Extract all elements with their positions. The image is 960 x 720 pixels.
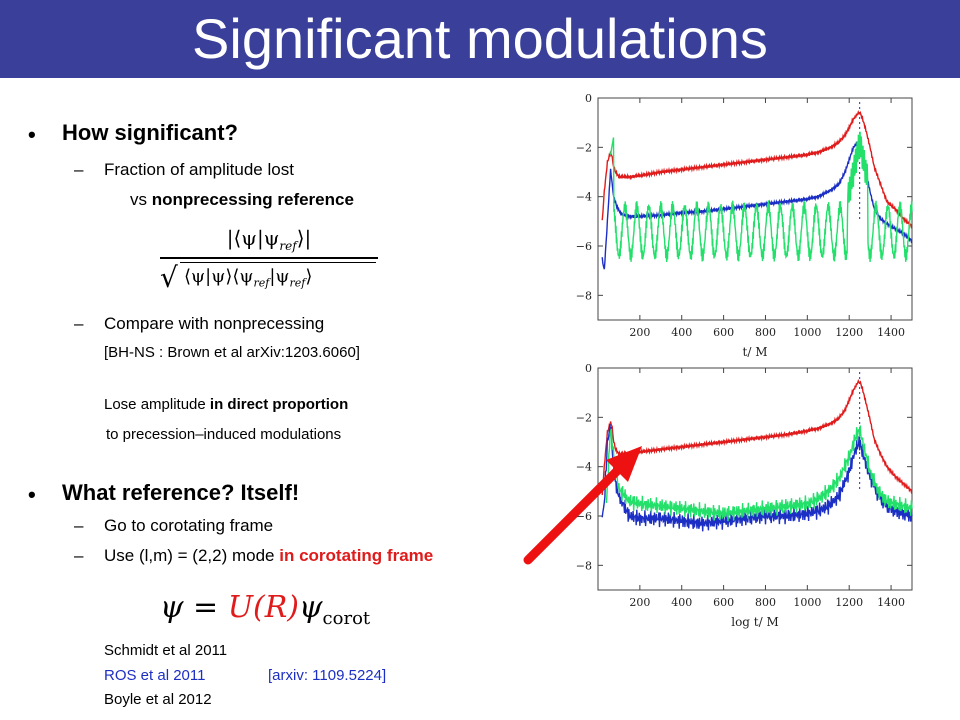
- series-line-red: [601, 109, 913, 229]
- red-arrow: [523, 446, 642, 565]
- x-tick-label: 600: [713, 596, 734, 609]
- bullet-how-significant: How significant?: [62, 120, 238, 145]
- precession-modulations: to precession–induced modulations: [106, 426, 342, 443]
- ref-arxiv: [arxiv: 1109.5224]: [268, 667, 387, 684]
- ref-schmidt: Schmidt et al 2011: [104, 642, 228, 659]
- fraction-amplitude-lost: Fraction of amplitude lost: [104, 160, 294, 179]
- title-bar: [0, 0, 960, 78]
- series-line-green: [605, 425, 913, 522]
- sqrt-symbol: √: [160, 261, 178, 294]
- corotating-frame-red: in corotating frame: [279, 546, 434, 565]
- x-tick-label: 1000: [793, 596, 821, 609]
- x-tick-label: 1200: [835, 326, 863, 339]
- lose-amplitude: Lose amplitude in direct proportion: [104, 396, 349, 413]
- series-line-green: [609, 131, 913, 263]
- x-tick-label: 200: [629, 596, 650, 609]
- rotation-operator: U(R): [227, 590, 300, 625]
- corot-equation: ψ = U(R)ψcorot: [160, 590, 371, 629]
- y-tick-label: −2: [576, 411, 592, 424]
- direct-proportion-bold: in direct proportion: [209, 396, 349, 413]
- compare-nonprecessing: Compare with nonprecessing: [104, 314, 325, 333]
- x-tick-label: 1000: [793, 326, 821, 339]
- arrow-head: [606, 446, 642, 482]
- sqrt-overline: [180, 262, 376, 263]
- y-tick-label: −8: [576, 289, 592, 302]
- y-tick-label: −6: [576, 240, 592, 253]
- x-tick-label: 1400: [877, 326, 905, 339]
- x-tick-label: 800: [755, 596, 776, 609]
- y-tick-label: 0: [585, 362, 592, 375]
- nonprecessing-reference-bold: nonprecessing reference: [151, 190, 354, 209]
- y-tick-label: −2: [576, 141, 592, 154]
- x-tick-label: 1400: [877, 596, 905, 609]
- slide-title: Significant modulations: [192, 7, 768, 70]
- sub-dash: –: [74, 160, 84, 179]
- x-tick-label: 1200: [835, 596, 863, 609]
- y-tick-label: −4: [576, 461, 592, 474]
- y-tick-label: −4: [576, 191, 592, 204]
- formula-denominator: ⟨ψ|ψ⟩⟨ψref|ψref⟩: [184, 266, 313, 290]
- sub-dash: –: [74, 546, 84, 565]
- ref-ros: ROS et al 2011: [104, 667, 206, 684]
- x-tick-label: 200: [629, 326, 650, 339]
- bhns-reference: [BH-NS : Brown et al arXiv:1203.6060]: [104, 344, 360, 361]
- use-22-mode: Use (l,m) = (2,2) mode in corotating fra…: [104, 546, 434, 565]
- x-tick-label: 600: [713, 326, 734, 339]
- x-axis-label: t/ M: [743, 345, 768, 359]
- formula-numerator: |⟨ψ|ψref⟩|: [226, 226, 312, 253]
- chart-top: 200 400 600 800 1000 1200 1400 0 −2 −4 −6 −8 t/ M: [576, 92, 913, 359]
- sub-dash: –: [74, 516, 84, 535]
- arrow-shaft: [523, 463, 625, 565]
- vs-nonprecessing-reference: vs nonprecessing reference: [130, 190, 354, 210]
- fraction-bar: [160, 257, 378, 259]
- y-tick-label: 0: [585, 92, 592, 105]
- series-line-blue: [601, 424, 913, 532]
- series-line-red: [601, 378, 913, 496]
- y-tick-label: −8: [576, 559, 592, 572]
- x-axis-label: log t/ M: [731, 615, 779, 629]
- x-tick-label: 800: [755, 326, 776, 339]
- x-tick-label: 400: [671, 326, 692, 339]
- bullet-marker-1: •: [28, 122, 36, 147]
- bullet-marker-2: •: [28, 482, 36, 507]
- plot-frame: [597, 367, 913, 591]
- bullet-what-reference: What reference? Itself!: [62, 480, 300, 505]
- ref-boyle: Boyle et al 2012: [104, 691, 212, 708]
- go-corotating: Go to corotating frame: [104, 516, 274, 535]
- overlap-formula: |⟨ψ|ψref⟩| √ ⟨ψ|ψ⟩⟨ψref|ψref⟩: [160, 226, 378, 296]
- sub-dash: –: [74, 314, 84, 333]
- x-tick-label: 400: [671, 596, 692, 609]
- vs-prefix: vs: [130, 190, 152, 209]
